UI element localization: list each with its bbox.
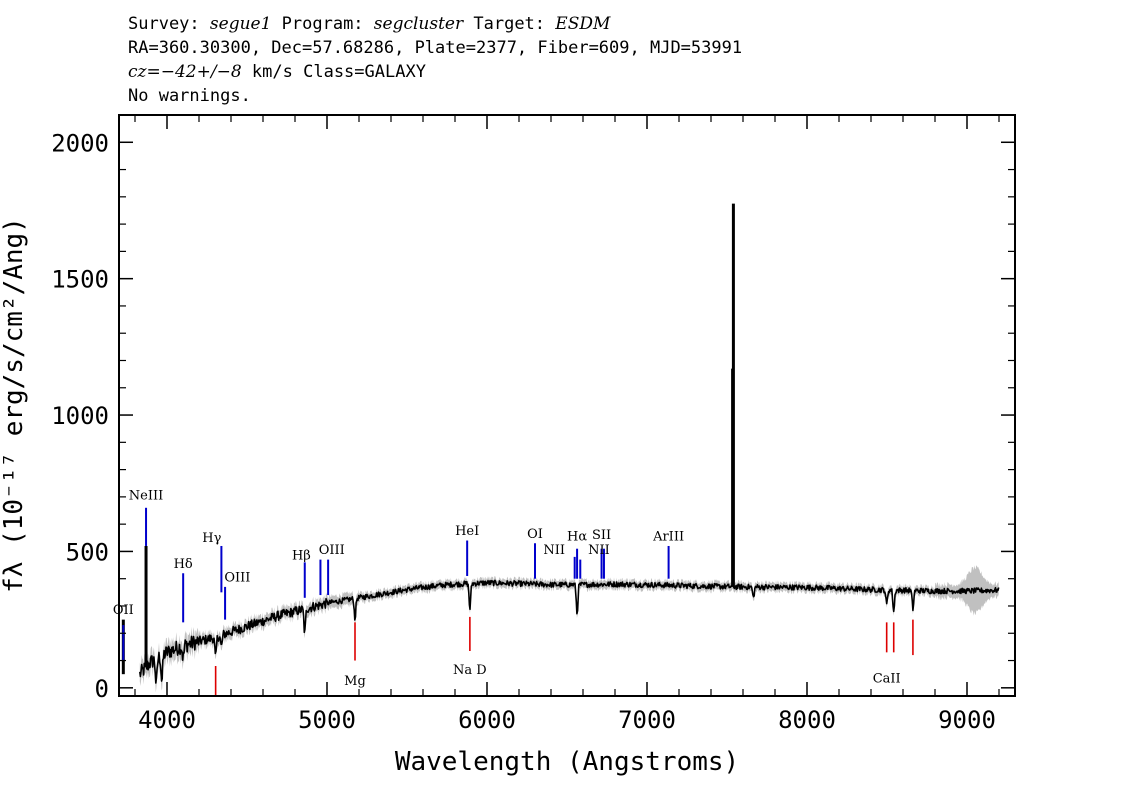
header-line-3: cz=−42+/−8 km/s Class=GALAXY bbox=[128, 62, 426, 82]
survey-value: segue1 bbox=[209, 14, 272, 34]
header-warnings: No warnings. bbox=[128, 86, 251, 106]
axis-tick-labels: 4000 5000 6000 7000 8000 9000 0 500 1000 1500 2000 bbox=[51, 129, 996, 734]
emission-label: OIII bbox=[319, 543, 345, 558]
emission-line-markers bbox=[122, 507, 670, 661]
cz-units: km/s bbox=[251, 62, 293, 82]
emission-label: SII bbox=[592, 528, 611, 543]
emission-label: HeI bbox=[455, 524, 479, 539]
target-value: ESDM bbox=[555, 14, 611, 34]
cz-label: cz= bbox=[128, 62, 161, 82]
cz-value: −42+/−8 bbox=[160, 62, 242, 82]
emission-label: OI bbox=[527, 527, 543, 542]
error-band bbox=[139, 565, 999, 693]
program-label: Program: bbox=[281, 14, 364, 34]
axis-ticks bbox=[119, 115, 1015, 696]
x-axis-label: Wavelength (Angstroms) bbox=[395, 747, 739, 777]
header-line-2: RA=360.30300, Dec=57.68286, Plate=2377, … bbox=[128, 38, 743, 58]
emission-label: Hβ bbox=[292, 549, 311, 564]
x-tick-label: 6000 bbox=[458, 706, 516, 734]
target-label: Target: bbox=[473, 14, 546, 34]
y-tick-label: 500 bbox=[66, 538, 109, 566]
x-tick-label: 9000 bbox=[938, 706, 996, 734]
x-tick-label: 7000 bbox=[618, 706, 676, 734]
emission-label: NeIII bbox=[129, 489, 163, 504]
y-tick-label: 1500 bbox=[51, 266, 109, 294]
emission-label: Hα bbox=[567, 530, 587, 545]
emission-label: Hδ bbox=[174, 557, 193, 572]
plot-area bbox=[121, 203, 1000, 696]
x-tick-label: 8000 bbox=[778, 706, 836, 734]
class-value: Class=GALAXY bbox=[303, 62, 426, 82]
y-axis-label: fλ (10⁻¹⁷ erg/s/cm²/Ang) bbox=[0, 217, 29, 593]
y-tick-label: 1000 bbox=[51, 402, 109, 430]
x-tick-label: 4000 bbox=[138, 706, 196, 734]
emission-label: NII bbox=[588, 543, 610, 558]
flux-line bbox=[139, 579, 1000, 684]
y-tick-label: 2000 bbox=[51, 129, 109, 157]
emission-label: Hγ bbox=[202, 531, 221, 546]
x-tick-label: 5000 bbox=[298, 706, 356, 734]
absorption-label: Na D bbox=[453, 663, 487, 678]
plot-frame bbox=[118, 114, 1016, 697]
emission-label: NII bbox=[543, 543, 565, 558]
absorption-label: CaII bbox=[873, 671, 901, 686]
y-tick-label: 0 bbox=[95, 675, 109, 703]
absorption-label: Mg bbox=[344, 674, 366, 689]
survey-label: Survey: bbox=[128, 14, 200, 34]
absorption-line-markers bbox=[214, 616, 914, 696]
spikes bbox=[121, 203, 735, 675]
program-value: segcluster bbox=[373, 14, 464, 34]
emission-label: OIII bbox=[224, 570, 250, 585]
emission-label: ArIII bbox=[652, 530, 684, 545]
header-line-1: Survey: segue1 Program: segcluster Targe… bbox=[128, 14, 610, 34]
